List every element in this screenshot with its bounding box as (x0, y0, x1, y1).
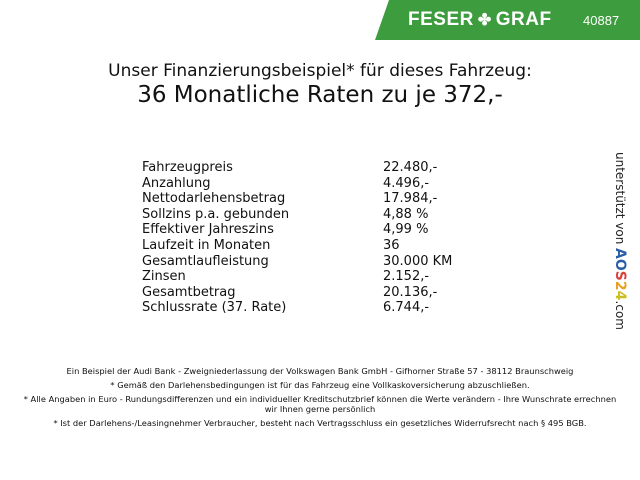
disclaimer: Ein Beispiel der Audi Bank - Zweignieder… (20, 366, 620, 432)
sponsor-note: unterstützt von AOS24.com (612, 152, 628, 330)
table-row: Laufzeit in Monaten 36 (142, 238, 452, 254)
row-value: 36 (383, 237, 400, 253)
disclaimer-line: * Gemäß den Darlehensbedingungen ist für… (110, 380, 530, 390)
row-label: Gesamtlaufleistung (142, 253, 269, 269)
row-value: 4,88 % (383, 206, 429, 222)
table-row: Effektiver Jahreszins 4,99 % (142, 222, 452, 238)
table-row: Gesamtbetrag 20.136,- (142, 285, 452, 301)
header-banner (375, 0, 640, 40)
row-label: Zinsen (142, 269, 186, 285)
disclaimer-line: Ein Beispiel der Audi Bank - Zweignieder… (66, 366, 574, 376)
sponsor-text: unterstützt von (613, 152, 627, 245)
row-value: 4,99 % (383, 222, 429, 238)
row-label: Nettodarlehensbetrag (142, 191, 286, 207)
row-value: 22.480,- (383, 160, 438, 175)
row-label: Sollzins p.a. gebunden (142, 206, 290, 222)
table-row: Nettodarlehensbetrag 17.984,- (142, 191, 452, 207)
brand-logo: FESER ✤ GRAF (408, 9, 552, 31)
row-label: Schlussrate (37. Rate) (142, 300, 287, 316)
row-label: Gesamtbetrag (142, 284, 236, 300)
table-row: Fahrzeugpreis 22.480,- (142, 160, 452, 176)
finance-table: Fahrzeugpreis 22.480,- Anzahlung 4.496,- Net… (142, 160, 452, 316)
row-value: 6.744,- (383, 300, 430, 316)
row-value: 4.496,- (383, 175, 430, 191)
disclaimer-line: * Ist der Darlehens-/Leasingnehmer Verbr… (53, 418, 587, 428)
row-label: Laufzeit in Monaten (142, 237, 271, 253)
table-row: Schlussrate (37. Rate) 6.744,- (142, 300, 452, 316)
row-value: 20.136,- (383, 284, 438, 300)
clover-icon: ✤ (477, 12, 492, 29)
row-value: 30.000 KM (383, 253, 453, 269)
dealer-id: 40887 (583, 13, 620, 28)
table-row: Gesamtlaufleistung 30.000 KM (142, 254, 452, 270)
table-row: Anzahlung 4.496,- (142, 176, 452, 192)
table-row: Zinsen 2.152,- (142, 269, 452, 285)
row-value: 17.984,- (383, 191, 438, 207)
row-value: 2.152,- (383, 269, 430, 285)
aos24-logo: AOS24 (612, 248, 628, 301)
row-label: Anzahlung (142, 175, 211, 191)
title-line-1: Unser Finanzierungsbeispiel* für dieses … (108, 61, 532, 81)
table-row: Sollzins p.a. gebunden 4,88 % (142, 207, 452, 223)
title-line-2: 36 Monatliche Raten zu je 372,- (137, 82, 503, 108)
brand-name-1: FESER (408, 9, 474, 30)
row-label: Effektiver Jahreszins (142, 222, 274, 238)
sponsor-suffix: .com (613, 300, 627, 330)
row-label: Fahrzeugpreis (142, 160, 233, 175)
disclaimer-line: * Alle Angaben in Euro - Rundungsdiffere… (23, 394, 617, 414)
brand-name-2: GRAF (495, 9, 552, 30)
